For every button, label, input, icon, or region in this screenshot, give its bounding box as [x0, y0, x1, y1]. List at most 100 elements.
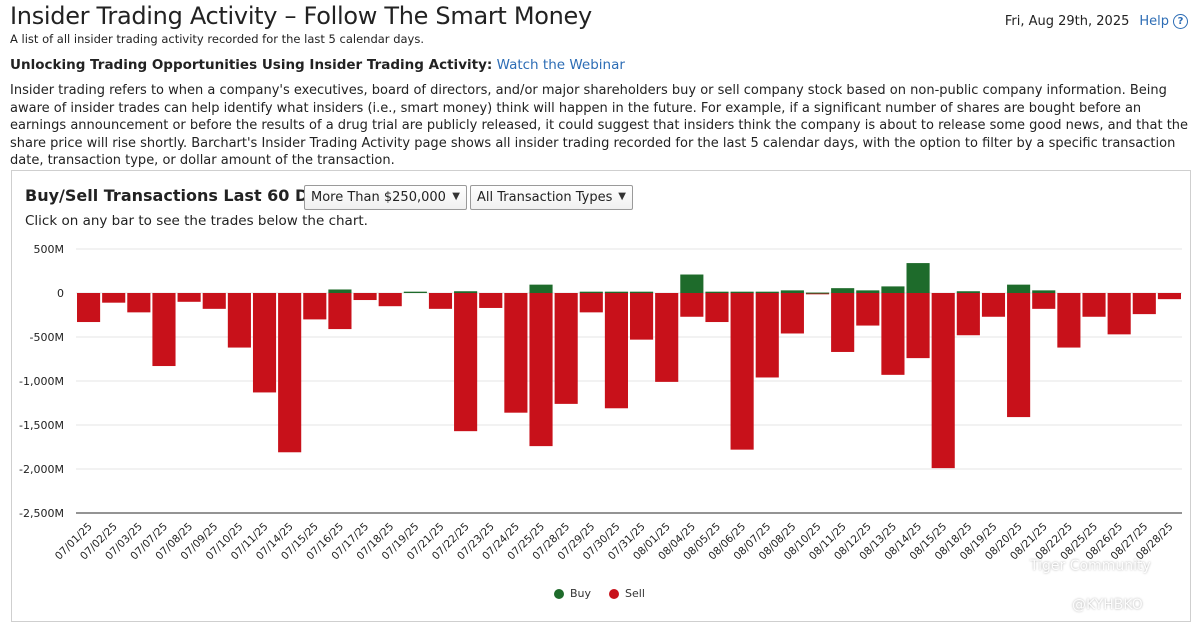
sell-bar[interactable] — [579, 293, 603, 313]
buy-bar[interactable] — [604, 291, 628, 293]
sell-bar[interactable] — [252, 293, 277, 393]
buy-bar[interactable] — [1032, 290, 1056, 293]
sell-bar[interactable] — [1007, 293, 1031, 418]
sell-bar[interactable] — [77, 293, 101, 323]
community-watermark: Tiger Community — [1030, 558, 1151, 574]
webinar-promo: Unlocking Trading Opportunities Using In… — [10, 57, 625, 73]
buy-bar[interactable] — [881, 286, 905, 293]
sell-bar[interactable] — [454, 293, 478, 432]
buy-bar[interactable] — [1007, 284, 1031, 293]
sell-bar[interactable] — [1082, 293, 1106, 317]
sell-bar[interactable] — [152, 293, 176, 367]
buy-bar[interactable] — [856, 290, 880, 293]
handle-watermark: @KYHBKO — [1072, 597, 1143, 613]
buy-bar[interactable] — [780, 290, 804, 293]
sell-bar[interactable] — [1032, 293, 1056, 309]
intro-paragraph: Insider trading refers to when a company… — [10, 83, 1189, 168]
chart-legend: Buy Sell — [554, 587, 645, 600]
buy-bar[interactable] — [630, 291, 654, 293]
legend-sell-label: Sell — [625, 587, 645, 600]
sell-bar[interactable] — [554, 293, 578, 404]
sell-bar[interactable] — [956, 293, 980, 336]
question-icon: ? — [1173, 14, 1188, 29]
buy-bar[interactable] — [328, 289, 352, 293]
buy-bar[interactable] — [705, 291, 729, 293]
sell-bar[interactable] — [504, 293, 528, 413]
sell-bar[interactable] — [655, 293, 679, 382]
sell-bar[interactable] — [1057, 293, 1081, 348]
sell-bar[interactable] — [780, 293, 804, 334]
sell-bar[interactable] — [755, 293, 779, 378]
sell-bar[interactable] — [328, 293, 352, 330]
bar-chart: 500M0-500M-1,000M-1,500M-2,000M-2,500M07… — [19, 243, 1182, 562]
legend-buy-label: Buy — [570, 587, 592, 600]
y-tick-label: 0 — [57, 287, 64, 300]
sell-bar[interactable] — [278, 293, 302, 453]
sell-bar[interactable] — [705, 293, 729, 323]
sell-bar[interactable] — [428, 293, 453, 309]
legend-buy[interactable]: Buy — [554, 587, 591, 600]
buy-bar[interactable] — [680, 274, 704, 293]
help-label: Help — [1139, 14, 1169, 29]
legend-buy-marker — [554, 588, 564, 599]
type-filter-value: All Transaction Types — [477, 190, 613, 205]
legend-sell[interactable]: Sell — [609, 587, 645, 600]
y-tick-label: -500M — [30, 331, 64, 344]
sell-bar[interactable] — [906, 293, 930, 359]
buy-bar[interactable] — [906, 263, 930, 293]
y-tick-label: -2,500M — [19, 507, 64, 520]
buy-bar[interactable] — [454, 291, 478, 293]
chevron-down-icon: ▼ — [452, 191, 460, 202]
top-right-bar: Fri, Aug 29th, 2025 Help ? — [1005, 14, 1188, 29]
buy-bar[interactable] — [831, 288, 855, 293]
sell-bar[interactable] — [604, 293, 628, 409]
buy-bar[interactable] — [579, 291, 603, 293]
buy-bar[interactable] — [529, 284, 553, 293]
page-title: Insider Trading Activity – Follow The Sm… — [10, 2, 592, 30]
sell-bar[interactable] — [1132, 293, 1156, 315]
sell-bar[interactable] — [1157, 293, 1181, 300]
sell-bar[interactable] — [1107, 293, 1131, 335]
sell-bar[interactable] — [529, 293, 553, 447]
sell-bar[interactable] — [931, 293, 955, 469]
chart-panel: Buy/Sell Transactions Last 60 Days More … — [11, 170, 1191, 622]
sell-bar[interactable] — [881, 293, 905, 375]
y-tick-label: -2,000M — [19, 463, 64, 476]
y-tick-label: -1,500M — [19, 419, 64, 432]
promo-heading: Unlocking Trading Opportunities Using In… — [10, 57, 493, 73]
buy-bar[interactable] — [805, 292, 830, 294]
current-date: Fri, Aug 29th, 2025 — [1004, 14, 1130, 29]
sell-bar[interactable] — [177, 293, 201, 302]
sell-bar[interactable] — [127, 293, 151, 313]
chevron-down-icon: ▼ — [618, 191, 626, 202]
sell-bar[interactable] — [730, 293, 754, 450]
sell-bar[interactable] — [378, 293, 402, 307]
watch-webinar-link[interactable]: Watch the Webinar — [496, 57, 625, 73]
buy-bar[interactable] — [730, 291, 754, 293]
sell-bar[interactable] — [630, 293, 654, 340]
sell-bar[interactable] — [680, 293, 704, 317]
sell-bar[interactable] — [353, 293, 377, 301]
sell-bar[interactable] — [227, 293, 251, 348]
type-filter-select[interactable]: All Transaction Types ▼ — [470, 185, 633, 210]
header: Insider Trading Activity – Follow The Sm… — [10, 2, 1190, 46]
buy-bar[interactable] — [956, 291, 980, 293]
chart-title: Buy/Sell Transactions Last 60 Days — [25, 186, 339, 205]
sell-bar[interactable] — [981, 293, 1006, 317]
sell-bar[interactable] — [202, 293, 226, 309]
sell-bar[interactable] — [856, 293, 880, 326]
help-link[interactable]: Help ? — [1139, 14, 1188, 29]
chart-hint: Click on any bar to see the trades below… — [25, 213, 368, 229]
sell-bar[interactable] — [831, 293, 855, 352]
sell-bar[interactable] — [479, 293, 503, 308]
legend-sell-marker — [609, 588, 620, 599]
y-tick-label: 500M — [34, 243, 65, 256]
sell-bar[interactable] — [303, 293, 327, 320]
sell-bar[interactable] — [102, 293, 126, 303]
buy-bar[interactable] — [755, 291, 779, 293]
page-subtitle: A list of all insider trading activity r… — [10, 32, 424, 46]
amount-filter-select[interactable]: More Than $250,000 ▼ — [304, 185, 467, 210]
amount-filter-value: More Than $250,000 — [311, 190, 446, 205]
buy-bar[interactable] — [403, 291, 427, 293]
sell-bar[interactable] — [805, 293, 830, 295]
